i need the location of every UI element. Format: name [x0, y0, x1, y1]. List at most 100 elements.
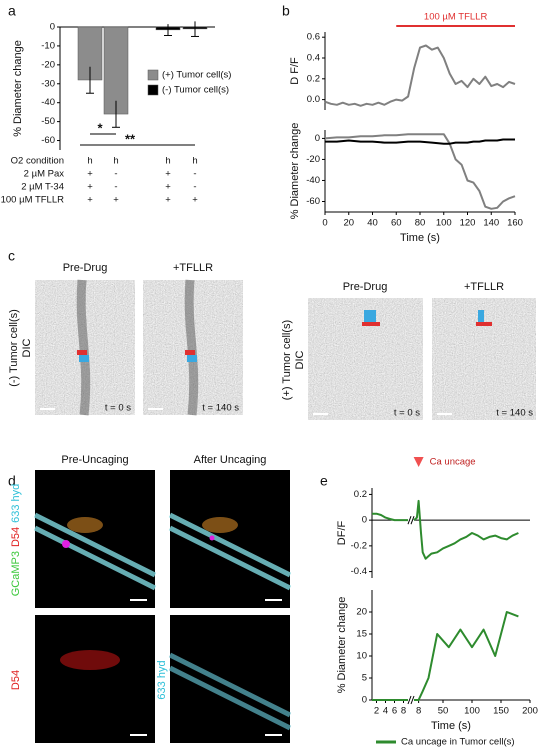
x-tick-label: 0	[322, 218, 327, 229]
y-tick-label: -60	[306, 196, 320, 207]
y-tick-label: 5	[362, 673, 367, 684]
row-label: DIC	[294, 350, 306, 369]
condition-label: O2 condition	[11, 156, 64, 167]
y-tick-label: 0	[50, 22, 55, 33]
condition-value: +	[192, 195, 198, 206]
vessel	[76, 279, 91, 416]
condition-value: +	[165, 182, 171, 193]
x-tick-label: 120	[460, 218, 476, 229]
condition-value: -	[114, 182, 117, 193]
y-tick-label: 0.2	[354, 489, 367, 500]
legend-label: (-) Tumor cell(s)	[162, 85, 229, 96]
cell	[67, 517, 103, 533]
row-label: (-) Tumor cell(s)	[8, 309, 20, 387]
axis-break	[407, 515, 415, 525]
column-title: Pre-Uncaging	[61, 454, 128, 466]
timestamp: t = 0 s	[394, 408, 420, 419]
x-tick-label: 160	[507, 218, 523, 229]
y-tick-label: 15	[356, 629, 367, 640]
x-tick-label: 50	[438, 706, 449, 717]
marker	[478, 310, 484, 322]
y-tick-label: -30	[41, 78, 55, 89]
column-title: Pre-Drug	[343, 281, 388, 293]
y-tick-label: -40	[41, 97, 55, 108]
condition-value: h	[113, 156, 118, 167]
vessel	[184, 279, 199, 416]
x-tick-label: 100	[436, 218, 452, 229]
column-title: +TFLLR	[173, 262, 213, 274]
row-label: 633 hyd	[156, 660, 168, 699]
marker	[476, 322, 492, 326]
y-tick-label: 0.0	[307, 94, 320, 105]
y-tick-label: -50	[41, 116, 55, 127]
series-line	[324, 133, 516, 210]
series-line	[413, 499, 519, 560]
image-group: Pre-Drug +TFLLR (-) Tumor cell(s) DIC t …	[8, 262, 243, 416]
timestamp: t = 0 s	[105, 403, 131, 414]
x-axis-label: Time (s)	[431, 720, 471, 732]
condition-value: +	[87, 182, 93, 193]
uncage-spot	[62, 540, 70, 548]
vessel	[168, 652, 292, 731]
y-tick-label: -20	[41, 59, 55, 70]
series-line	[325, 138, 515, 145]
y-axis-label: D F/F	[289, 57, 301, 85]
vessel	[168, 512, 292, 591]
condition-label: 100 µM TFLLR	[1, 195, 65, 206]
column-title: After Uncaging	[194, 454, 267, 466]
x-tick-label: 2	[374, 706, 379, 717]
y-tick-label: -60	[41, 135, 55, 146]
y-axis-label: % Diameter change	[289, 123, 301, 220]
x-tick-label: 80	[415, 218, 426, 229]
x-tick-label: 150	[493, 706, 509, 717]
uncage-spot	[209, 535, 215, 541]
y-tick-label: 20	[356, 607, 367, 618]
series-line	[414, 611, 519, 701]
sig-mark: **	[125, 131, 136, 146]
vessel	[33, 512, 157, 591]
marker	[185, 350, 195, 355]
annotation: Ca uncage	[430, 457, 476, 468]
y-tick-label: 10	[356, 651, 367, 662]
row-label: D54	[10, 670, 22, 690]
panel-label: d	[8, 473, 16, 489]
condition-value: -	[114, 169, 117, 180]
panel-label: e	[320, 473, 328, 489]
marker	[364, 310, 376, 322]
micrograph	[143, 280, 243, 415]
x-tick-label: 40	[367, 218, 378, 229]
legend-label: Ca uncage in Tumor cell(s)	[401, 737, 515, 748]
condition-value: +	[87, 195, 93, 206]
image-group: Pre-Drug +TFLLR (+) Tumor cell(s) DIC t …	[281, 281, 536, 420]
y-tick-label: 0	[362, 515, 367, 526]
x-tick-label: 100	[464, 706, 480, 717]
panel-label: a	[8, 3, 16, 19]
condition-value: +	[113, 195, 119, 206]
row-label: (+) Tumor cell(s)	[281, 320, 293, 400]
x-tick-label: 200	[522, 706, 538, 717]
y-tick-label: -0.4	[351, 566, 367, 577]
x-axis-label: Time (s)	[400, 232, 440, 244]
y-tick-label: 0.6	[307, 32, 320, 43]
y-tick-label: -40	[306, 175, 320, 186]
y-tick-label: 0	[362, 695, 367, 706]
marker	[362, 322, 380, 326]
condition-label: 2 µM Pax	[24, 169, 65, 180]
y-axis-label: % Diameter change	[336, 597, 348, 694]
row-label: GCaMP3 D54 633 hyd	[10, 484, 22, 597]
condition-label: 2 µM T-34	[21, 182, 64, 193]
x-tick-label: 6	[392, 706, 397, 717]
x-tick-label: 20	[343, 218, 354, 229]
marker	[187, 355, 197, 362]
column-title: +TFLLR	[464, 281, 504, 293]
condition-value: h	[165, 156, 170, 167]
y-axis-label: DF/F	[336, 521, 348, 546]
series-line	[324, 44, 516, 107]
series-line	[372, 512, 408, 522]
legend-swatch	[147, 69, 159, 81]
y-tick-label: 0.2	[307, 73, 320, 84]
y-tick-label: -0.2	[351, 540, 367, 551]
condition-value: -	[193, 169, 196, 180]
condition-value: +	[165, 169, 171, 180]
